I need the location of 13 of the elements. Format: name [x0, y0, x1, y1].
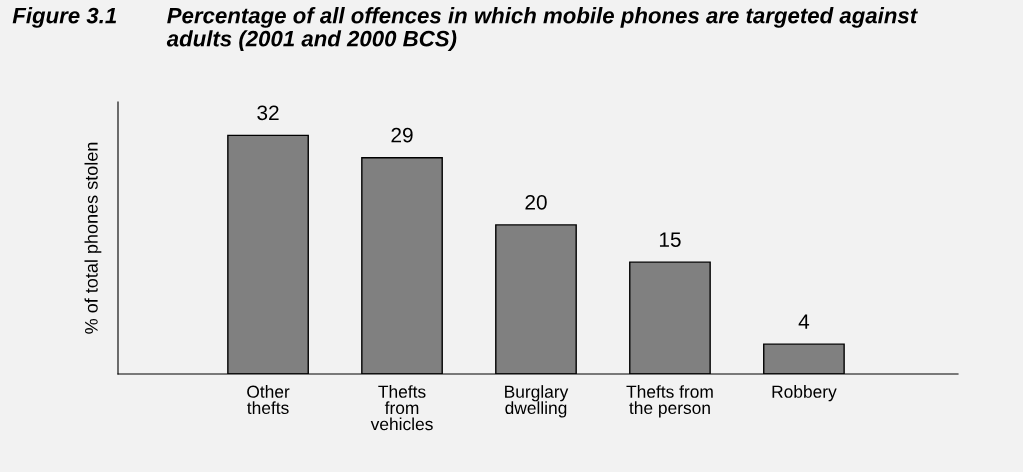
data-label: 15 [659, 232, 681, 247]
y-axis-title: % of total phones stolen [84, 142, 102, 334]
x-tick-label: Thefts from vehicles [370, 385, 433, 431]
x-tick-label: Thefts from the person [626, 385, 713, 418]
x-tick-label: Robbery [772, 385, 837, 402]
data-label: 20 [525, 194, 547, 210]
data-label: 32 [257, 105, 279, 121]
x-tick-label: Burglary dwelling [505, 385, 569, 418]
x-tick-label: Other thefts [247, 385, 290, 415]
data-label: 29 [391, 127, 413, 143]
chart-title: Figure 3.1 [12, 7, 117, 28]
chart-subtitle: Percentage of all offences in which mobile phones are targeted against adults (2001 and 2000 BCS) [166, 7, 918, 51]
data-label: 4 [798, 314, 810, 329]
